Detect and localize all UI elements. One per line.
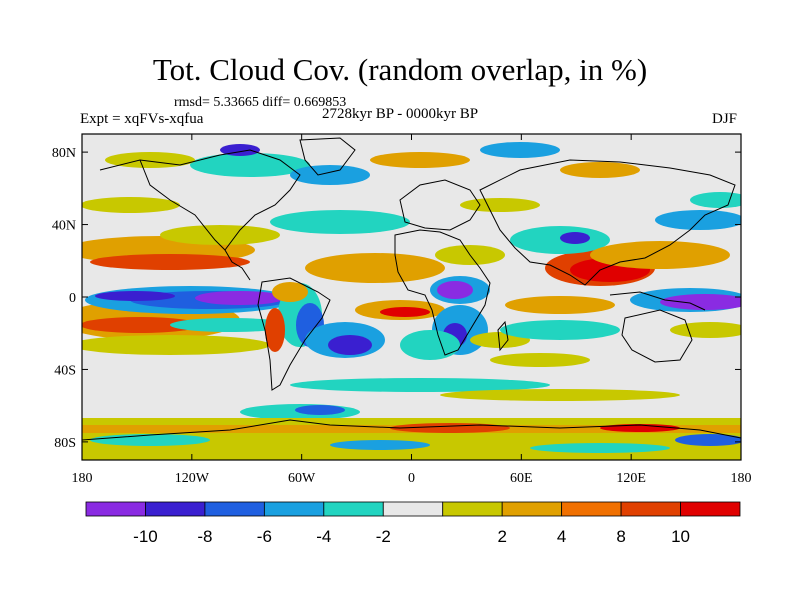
colorbar-swatch bbox=[85, 501, 146, 517]
colorbar-label: 8 bbox=[616, 527, 625, 546]
contour-band bbox=[270, 210, 410, 234]
x-tick-label: 120E bbox=[616, 471, 646, 486]
colorbar-swatch bbox=[323, 501, 384, 517]
x-tick-label: 180 bbox=[72, 471, 93, 486]
y-tick-label: 40S bbox=[54, 363, 76, 378]
coastline-europe bbox=[399, 179, 481, 231]
coastline-north-america-west bbox=[139, 159, 226, 251]
contour-band bbox=[490, 353, 590, 367]
y-tick-label: 0 bbox=[69, 291, 76, 306]
contour-band bbox=[530, 443, 670, 453]
coastline-indonesia bbox=[609, 291, 706, 311]
season-label: DJF bbox=[712, 111, 738, 127]
contour-band bbox=[272, 282, 308, 302]
contour-band bbox=[290, 378, 550, 392]
rmsd-diff-stats: rmsd= 5.33665 diff= 0.669853 bbox=[174, 95, 347, 110]
coastline-africa bbox=[394, 229, 491, 356]
coastline-south-america bbox=[257, 277, 331, 391]
y-axis: 80N 40N 0 40S 80S bbox=[52, 146, 741, 451]
contour-band bbox=[305, 253, 445, 283]
colorbar-swatch bbox=[561, 501, 622, 517]
experiment-label: Expt = xqFVs-xqfua bbox=[80, 111, 204, 127]
contour-band bbox=[170, 318, 290, 332]
plot-title: Tot. Cloud Cov. (random overlap, in %) bbox=[152, 52, 648, 87]
contour-band bbox=[328, 335, 372, 355]
colorbar-swatch bbox=[382, 501, 444, 517]
contour-band bbox=[330, 440, 430, 450]
contour-band bbox=[370, 152, 470, 168]
colorbar-label: 10 bbox=[671, 527, 690, 546]
colorbar-label: 2 bbox=[497, 527, 506, 546]
contour-band bbox=[265, 308, 285, 352]
colorbar-label: -6 bbox=[257, 527, 272, 546]
y-tick-label: 40N bbox=[52, 219, 76, 234]
coastline-greenland bbox=[299, 137, 356, 176]
x-tick-label: 60W bbox=[288, 471, 316, 486]
contour-band bbox=[290, 165, 370, 185]
x-tick-label: 180 bbox=[731, 471, 752, 486]
colorbar-swatch bbox=[501, 501, 563, 517]
contour-band bbox=[510, 226, 610, 254]
colorbar-swatch bbox=[442, 501, 503, 517]
contour-band bbox=[190, 153, 310, 177]
contour-band bbox=[500, 320, 620, 340]
coastline-australia bbox=[621, 309, 693, 363]
colorbar-label: -8 bbox=[197, 527, 212, 546]
colorbar-swatch bbox=[204, 501, 265, 517]
contour-band bbox=[380, 307, 430, 317]
contour-band bbox=[160, 225, 280, 245]
contour-band bbox=[675, 434, 741, 446]
contour-band bbox=[82, 335, 270, 355]
contour-band bbox=[90, 254, 250, 270]
contour-band bbox=[560, 162, 640, 178]
contour-band bbox=[590, 241, 730, 269]
colorbar-swatch bbox=[680, 501, 741, 517]
contour-band bbox=[660, 294, 741, 310]
colorbar-label: -10 bbox=[133, 527, 158, 546]
y-tick-label: 80N bbox=[52, 146, 76, 161]
coastline-asia bbox=[479, 159, 736, 286]
contour-band bbox=[295, 405, 345, 415]
period-label: 2728kyr BP - 0000kyr BP bbox=[322, 106, 479, 122]
x-axis: 180 120W 60W 0 60E 120E 180 bbox=[72, 134, 752, 486]
contour-band bbox=[82, 317, 200, 333]
coastline-antarctica bbox=[82, 419, 741, 441]
contour-band bbox=[437, 281, 473, 299]
contour-band bbox=[670, 322, 741, 338]
contour-band bbox=[195, 291, 285, 305]
colorbar-swatch bbox=[263, 501, 325, 517]
colorbar-label: -2 bbox=[376, 527, 391, 546]
contour-band bbox=[505, 296, 615, 314]
x-tick-label: 0 bbox=[408, 471, 415, 486]
contour-band bbox=[655, 210, 741, 230]
colorbar-label: 4 bbox=[557, 527, 566, 546]
anomaly-contours bbox=[82, 142, 741, 460]
contour-band bbox=[460, 198, 540, 212]
coastlines bbox=[82, 137, 741, 441]
contour-band bbox=[82, 197, 180, 213]
contour-band bbox=[560, 232, 590, 244]
colorbar-swatch bbox=[620, 501, 681, 517]
x-tick-label: 60E bbox=[510, 471, 533, 486]
colorbar: -10 -8 -6 -4 -2 2 4 8 10 bbox=[85, 501, 741, 546]
contour-band bbox=[95, 291, 175, 301]
contour-band bbox=[480, 142, 560, 158]
y-tick-label: 80S bbox=[54, 436, 76, 451]
coastline-north-america bbox=[99, 149, 301, 281]
contour-band bbox=[440, 389, 680, 401]
contour-band bbox=[400, 330, 460, 360]
colorbar-swatch bbox=[145, 501, 206, 517]
coastline-madagascar bbox=[497, 320, 509, 352]
x-tick-label: 120W bbox=[175, 471, 210, 486]
contour-band bbox=[90, 434, 210, 446]
colorbar-label: -4 bbox=[316, 527, 331, 546]
